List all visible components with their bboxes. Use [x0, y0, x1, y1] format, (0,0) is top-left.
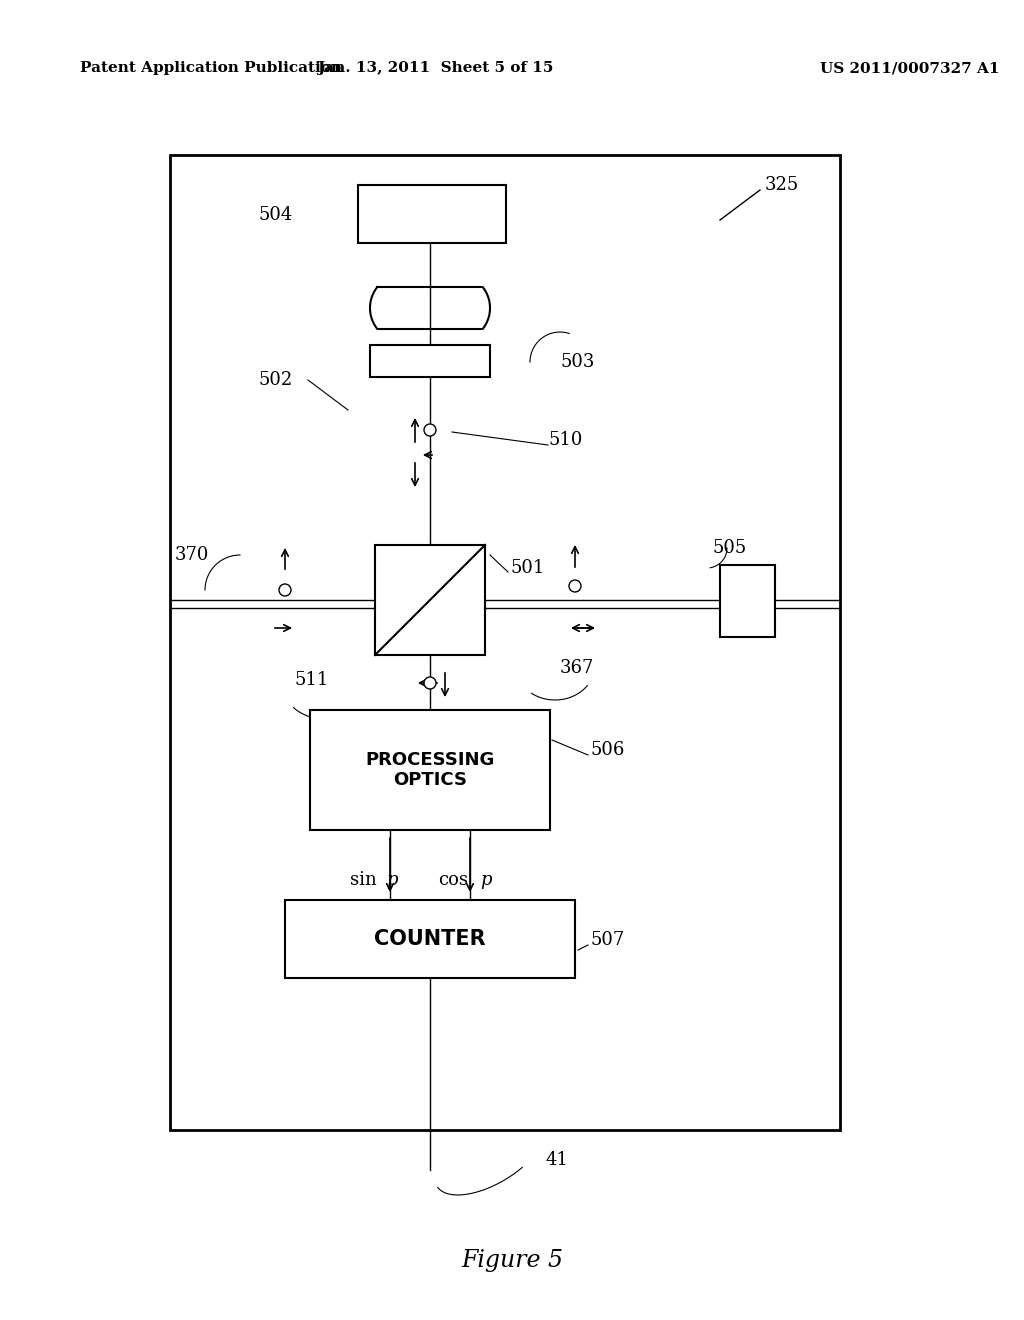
- Circle shape: [569, 579, 581, 591]
- Text: 507: 507: [590, 931, 625, 949]
- Text: Jan. 13, 2011  Sheet 5 of 15: Jan. 13, 2011 Sheet 5 of 15: [316, 61, 553, 75]
- Circle shape: [424, 677, 436, 689]
- Text: 501: 501: [510, 558, 545, 577]
- Text: 367: 367: [560, 659, 594, 677]
- Bar: [370, 345, 490, 378]
- Bar: [310, 710, 550, 830]
- Text: p: p: [480, 871, 492, 888]
- Text: 511: 511: [295, 671, 330, 689]
- Text: 502: 502: [258, 371, 292, 389]
- Bar: [720, 565, 775, 638]
- Text: 510: 510: [548, 432, 583, 449]
- Text: COUNTER: COUNTER: [374, 929, 485, 949]
- Text: 325: 325: [765, 176, 800, 194]
- Bar: [285, 900, 575, 978]
- Text: cos: cos: [438, 871, 468, 888]
- Bar: [170, 154, 840, 1130]
- Text: PROCESSING
OPTICS: PROCESSING OPTICS: [366, 751, 495, 789]
- Text: p: p: [386, 871, 397, 888]
- Text: 504: 504: [258, 206, 292, 224]
- Text: 505: 505: [712, 539, 746, 557]
- Text: Patent Application Publication: Patent Application Publication: [80, 61, 342, 75]
- Text: 506: 506: [590, 741, 625, 759]
- Text: 41: 41: [545, 1151, 568, 1170]
- Bar: [375, 545, 485, 655]
- Text: Figure 5: Figure 5: [461, 1249, 563, 1271]
- Bar: [358, 185, 506, 243]
- Circle shape: [279, 583, 291, 597]
- Text: 370: 370: [175, 546, 209, 564]
- Circle shape: [424, 424, 436, 436]
- Text: 503: 503: [560, 352, 594, 371]
- Text: US 2011/0007327 A1: US 2011/0007327 A1: [820, 61, 999, 75]
- Text: sin: sin: [350, 871, 377, 888]
